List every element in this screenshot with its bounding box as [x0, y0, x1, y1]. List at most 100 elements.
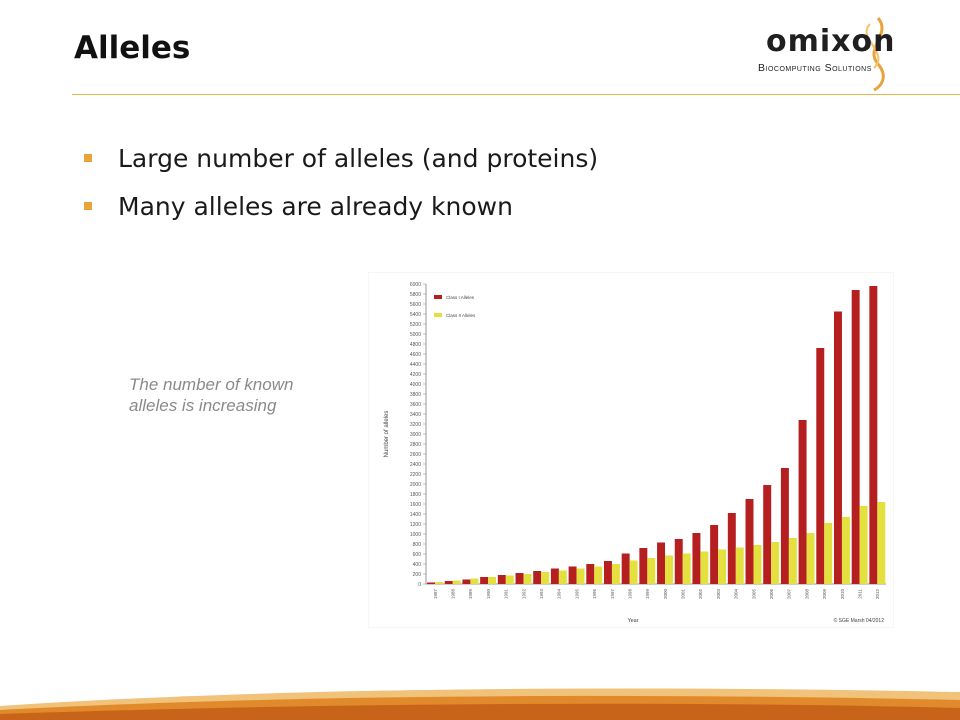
bar-class-i	[515, 573, 524, 584]
y-tick-label: 400	[413, 562, 422, 568]
bar-class-ii	[771, 542, 780, 584]
y-tick-label: 600	[413, 552, 422, 558]
y-tick-label: 1200	[410, 522, 421, 528]
bar-class-ii	[718, 549, 727, 584]
bullet-list: Large number of alleles (and proteins) M…	[84, 134, 598, 230]
bar-class-ii	[682, 553, 691, 584]
bar-class-i	[533, 571, 542, 584]
bar-class-ii	[700, 551, 709, 584]
omixon-logo: omixon Biocomputing Solutions	[752, 10, 952, 92]
bar-class-i	[621, 553, 630, 584]
x-tick-label: 1999	[645, 589, 650, 600]
y-tick-label: 3600	[410, 402, 421, 408]
bullet-square-icon	[84, 154, 92, 162]
legend-label: Class I Alleles	[446, 295, 475, 300]
dna-helix-icon	[865, 17, 885, 92]
legend-swatch	[434, 295, 442, 299]
bar-class-ii	[505, 575, 514, 584]
y-tick-label: 5000	[410, 332, 421, 338]
bar-class-ii	[435, 582, 443, 584]
allele-bar-chart: 0 200 400 600 800 1000 1200 1400 1600 1800 2000 220…	[367, 271, 895, 629]
y-tick-label: 4400	[410, 362, 421, 368]
bar-class-i	[480, 577, 489, 584]
bar-class-i	[710, 525, 719, 584]
logo-subtitle: Biocomputing Solutions	[758, 62, 872, 74]
source-note: © SGE Marsh 04/2012	[834, 617, 885, 624]
x-tick-label: 2010	[840, 589, 845, 600]
bullet-item: Large number of alleles (and proteins)	[84, 134, 598, 182]
legend-label: Class II Alleles	[446, 313, 476, 318]
y-tick-label: 3800	[410, 392, 421, 398]
bar-class-i	[780, 468, 789, 584]
x-tick-label: 2000	[663, 589, 668, 600]
x-tick-label: 1997	[610, 589, 615, 600]
logo-wordmark: omixon	[766, 24, 896, 59]
y-tick-label: 2400	[410, 462, 421, 468]
bar-class-i	[869, 286, 878, 584]
x-tick-label: 2012	[875, 589, 880, 600]
y-tick-label: 2200	[410, 472, 421, 478]
chart-caption: The number of known alleles is increasin…	[129, 375, 294, 415]
bar-class-ii	[841, 517, 850, 584]
bullet-text: Many alleles are already known	[118, 191, 513, 221]
bar-class-i	[586, 564, 595, 584]
y-tick-label: 1000	[410, 532, 421, 538]
y-tick-label: 2000	[410, 482, 421, 488]
bar-class-i	[550, 568, 559, 584]
y-tick-label: 5400	[410, 312, 421, 318]
bar-class-ii	[806, 533, 815, 584]
x-tick-label: 2008	[804, 589, 809, 600]
bar-class-i	[568, 566, 577, 584]
y-tick-label: 4200	[410, 372, 421, 378]
bar-class-i	[674, 539, 683, 584]
footer-wave	[0, 688, 960, 720]
bar-class-ii	[576, 568, 585, 584]
bar-class-ii	[753, 545, 762, 584]
bar-class-i	[851, 290, 860, 584]
x-tick-label: 2006	[769, 589, 774, 600]
bullet-text: Large number of alleles (and proteins)	[118, 143, 599, 173]
x-tick-label: 1993	[539, 589, 544, 600]
bar-class-i	[427, 582, 436, 584]
bar-class-i	[497, 575, 506, 584]
y-tick-label: 3200	[410, 422, 421, 428]
x-tick-label: 1992	[521, 589, 526, 600]
x-tick-label: 2007	[787, 589, 792, 600]
y-tick-label: 2600	[410, 452, 421, 458]
y-tick-label: 4000	[410, 382, 421, 388]
bar-class-ii	[470, 578, 479, 584]
y-tick-label: 200	[413, 572, 422, 578]
bar-class-ii	[541, 572, 550, 584]
x-tick-label: 2011	[857, 589, 862, 599]
bar-class-ii	[594, 566, 603, 584]
bar-class-i	[462, 579, 471, 584]
bar-class-i	[727, 513, 736, 584]
bar-class-ii	[488, 577, 497, 584]
y-tick-label: 4600	[410, 352, 421, 358]
allele-chart: 0 200 400 600 800 1000 1200 1400 1600 1800 2000 220…	[367, 271, 895, 629]
y-tick-label: 1800	[410, 492, 421, 498]
x-tick-label: 1995	[574, 589, 579, 600]
bar-class-i	[657, 542, 666, 584]
y-tick-label: 1400	[410, 512, 421, 518]
bar-class-ii	[558, 570, 567, 584]
bullet-square-icon	[84, 202, 92, 210]
x-tick-label: 1991	[504, 589, 509, 600]
bar-class-i	[639, 548, 648, 584]
y-tick-label: 2800	[410, 442, 421, 448]
bar-class-ii	[859, 506, 868, 584]
y-tick-label: 5600	[410, 302, 421, 308]
x-tick-label: 2001	[681, 589, 686, 600]
x-tick-label: 2003	[716, 589, 721, 600]
y-tick-label: 3400	[410, 412, 421, 418]
y-tick-label: 4800	[410, 342, 421, 348]
title-divider	[72, 94, 960, 95]
x-tick-label: 1989	[468, 589, 473, 600]
bar-class-ii	[611, 564, 620, 584]
bar-class-ii	[523, 574, 532, 584]
slide-title: Alleles	[74, 30, 191, 66]
bar-class-ii	[647, 558, 656, 584]
y-axis-title: Number of alleles	[384, 411, 390, 458]
y-tick-label: 0	[418, 582, 421, 588]
y-tick-label: 6000	[410, 282, 421, 288]
